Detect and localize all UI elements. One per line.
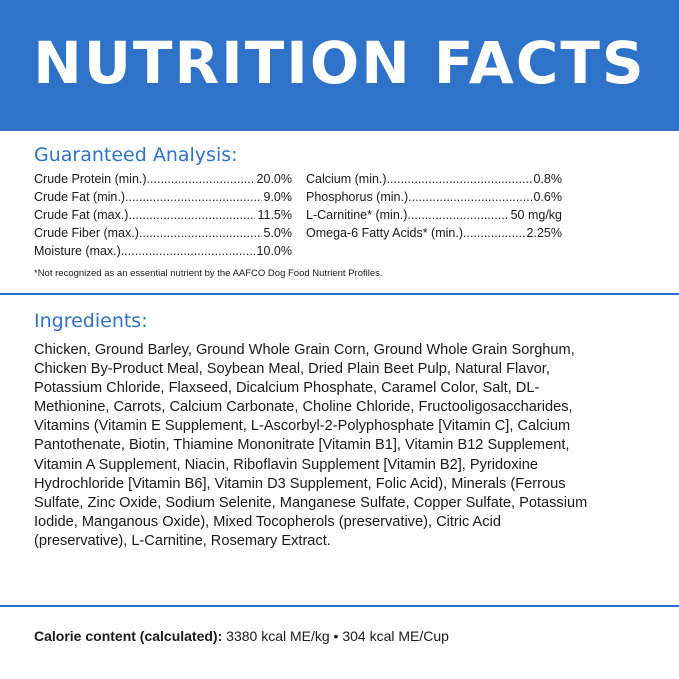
analysis-left-column: Crude Protein (min.) 20.0% Crude Fat (min… <box>34 170 292 260</box>
analysis-row: Calcium (min.) 0.8% <box>306 170 562 188</box>
leader-dots <box>128 206 255 224</box>
analysis-label: L-Carnitine* (min.) <box>306 208 408 222</box>
leader-dots <box>463 224 525 242</box>
leader-dots <box>121 242 255 260</box>
section-divider <box>0 293 679 295</box>
ingredients-heading: Ingredients: <box>34 310 148 332</box>
analysis-value: 20.0% <box>256 172 292 186</box>
analysis-label: Calcium (min.) <box>306 172 387 186</box>
calorie-value: 3380 kcal ME/kg • 304 kcal ME/Cup <box>222 628 449 644</box>
analysis-value: 5.0% <box>263 226 293 240</box>
analysis-right-column: Calcium (min.) 0.8% Phosphorus (min.) 0.6%… <box>306 170 562 242</box>
leader-dots <box>408 188 531 206</box>
analysis-row: Omega-6 Fatty Acids* (min.) 2.25% <box>306 224 562 242</box>
ingredients-list: Chicken, Ground Barley, Ground Whole Gra… <box>34 342 588 549</box>
leader-dots <box>387 170 532 188</box>
analysis-row: Crude Fat (max.) 11.5% <box>34 206 292 224</box>
leader-dots <box>147 170 255 188</box>
analysis-value: 0.8% <box>533 172 563 186</box>
analysis-row: Crude Fat (min.) 9.0% <box>34 188 292 206</box>
title-banner: NUTRITION FACTS <box>0 0 679 131</box>
analysis-label: Crude Protein (min.) <box>34 172 147 186</box>
analysis-row: L-Carnitine* (min.) 50 mg/kg <box>306 206 562 224</box>
analysis-row: Phosphorus (min.) 0.6% <box>306 188 562 206</box>
calorie-content: Calorie content (calculated): 3380 kcal … <box>34 627 449 645</box>
calorie-label: Calorie content (calculated): <box>34 628 223 644</box>
analysis-label: Omega-6 Fatty Acids* (min.) <box>306 226 463 240</box>
analysis-label: Crude Fiber (max.) <box>34 226 139 240</box>
analysis-value: 9.0% <box>263 190 293 204</box>
analysis-row: Crude Fiber (max.) 5.0% <box>34 224 292 242</box>
leader-dots <box>407 206 508 224</box>
analysis-row: Moisture (max.) 10.0% <box>34 242 292 260</box>
analysis-label: Moisture (max.) <box>34 244 121 258</box>
analysis-value: 0.6% <box>533 190 563 204</box>
page-title: NUTRITION FACTS <box>33 29 646 97</box>
leader-dots <box>139 224 262 242</box>
analysis-value: 10.0% <box>256 244 292 258</box>
analysis-value: 50 mg/kg <box>510 208 562 222</box>
section-divider <box>0 605 679 607</box>
aafco-footnote: *Not recognized as an essential nutrient… <box>34 268 383 279</box>
analysis-label: Crude Fat (min.) <box>34 190 125 204</box>
analysis-label: Crude Fat (max.) <box>34 208 129 222</box>
leader-dots <box>125 188 262 206</box>
analysis-row: Crude Protein (min.) 20.0% <box>34 170 292 188</box>
guaranteed-analysis-heading: Guaranteed Analysis: <box>34 144 238 166</box>
analysis-label: Phosphorus (min.) <box>306 190 409 204</box>
analysis-value: 11.5% <box>257 208 292 222</box>
analysis-value: 2.25% <box>526 226 562 240</box>
